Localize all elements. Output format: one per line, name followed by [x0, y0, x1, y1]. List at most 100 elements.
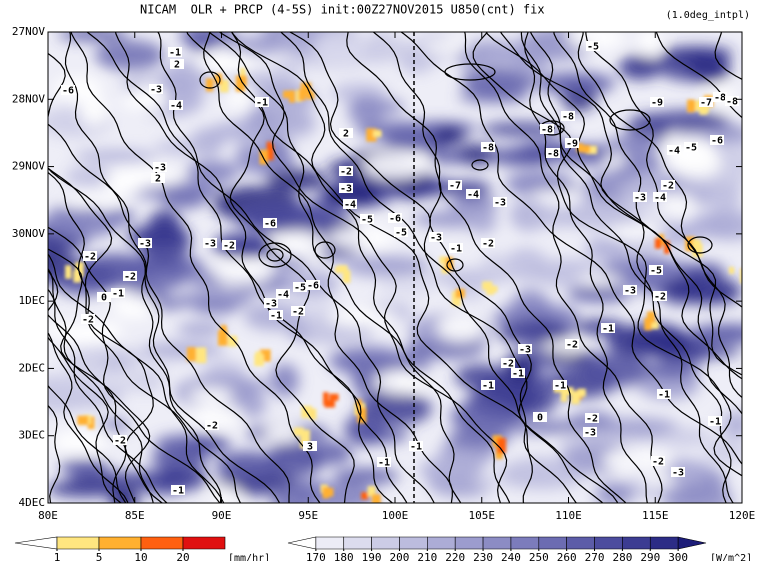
contour-line — [70, 32, 321, 503]
contour-label: -5 — [650, 266, 662, 277]
contour-label: -1 — [450, 244, 462, 255]
olr-blob — [450, 400, 520, 434]
colorbar-tick-label: 290 — [640, 551, 660, 561]
contour-line — [48, 267, 154, 503]
contour-label-bg — [501, 358, 515, 368]
contour-label-bg — [601, 323, 615, 333]
olr-clear — [213, 261, 272, 285]
precip-cell — [77, 415, 89, 425]
colorbar-segment — [622, 536, 651, 550]
y-tick-label: 27NOV — [12, 25, 45, 38]
olr-blob — [660, 276, 742, 304]
contour-line — [48, 52, 164, 503]
precip-cell — [283, 90, 293, 99]
contour-label-bg — [651, 456, 665, 466]
precip-cell — [65, 265, 72, 279]
contour-label: -2 — [566, 340, 578, 351]
colorbar-segment — [287, 536, 317, 550]
contour-label-bg — [151, 173, 165, 183]
olr-blob — [704, 438, 742, 465]
contour-line — [520, 32, 735, 503]
contour-label-bg — [466, 189, 480, 199]
contour-label-bg — [708, 416, 722, 426]
contour-label: -5 — [587, 42, 599, 53]
contour-label: -3 — [584, 428, 596, 439]
colorbar-tick-label: 250 — [529, 551, 549, 561]
colorbar-tick-label: 180 — [334, 551, 354, 561]
olr-blob — [647, 110, 729, 129]
contour-label-bg — [633, 192, 647, 202]
contour-label: -7 — [449, 181, 461, 192]
precip-cell — [566, 387, 574, 396]
contour-label: -4 — [668, 146, 680, 157]
contour-labels: -12-5-6 -3-4 -12-7 -8-9 -8-8-8-9-8-8-32-2-3-… — [61, 41, 739, 497]
olr-blob — [688, 55, 731, 83]
precip-cell — [235, 75, 245, 92]
olr-blob — [501, 419, 585, 434]
olr-blob — [466, 206, 498, 234]
contour-label-bg — [170, 59, 184, 69]
x-tick-label: 90E — [212, 509, 232, 522]
olr-blob — [185, 439, 229, 454]
contour-label: -8 — [541, 125, 553, 136]
contour-label-bg — [293, 282, 307, 292]
contour-loop — [687, 236, 713, 254]
precip-cell — [215, 73, 222, 85]
contour-line — [218, 32, 508, 503]
precip-cell — [455, 288, 465, 299]
olr-blob — [461, 68, 536, 96]
precip-cell — [367, 486, 376, 497]
contour-label: -4 — [467, 190, 479, 201]
precip-cell — [571, 391, 580, 405]
colorbar-segment — [594, 536, 623, 550]
precip-cell — [337, 265, 348, 273]
contour-label-bg — [586, 41, 600, 51]
precip-cell — [186, 347, 196, 362]
contour-line — [231, 32, 533, 503]
y-tick-label: 28NOV — [12, 92, 45, 105]
contour-label: -2 — [223, 241, 235, 252]
contour-label-bg — [303, 441, 317, 451]
contour-label-bg — [61, 85, 75, 95]
contour-label-bg — [111, 288, 125, 298]
contour-label: -6 — [264, 219, 276, 230]
olr-clear — [116, 168, 183, 188]
contour-label: -2 — [654, 292, 666, 303]
contour-label: -3 — [340, 184, 352, 195]
olr-blob — [599, 417, 680, 439]
colorbar-tick-label: 230 — [473, 551, 493, 561]
x-tick-label: 120E — [729, 509, 756, 522]
contour-label: -1 — [378, 458, 390, 469]
olr-clear — [608, 224, 667, 241]
olr-blob — [643, 360, 699, 379]
x-tick-label: 85E — [125, 509, 145, 522]
olr-blob — [100, 355, 133, 370]
precip-cell — [373, 130, 382, 138]
contour-label-bg — [481, 380, 495, 390]
contour-label-bg — [725, 96, 739, 106]
olr-blob — [721, 410, 742, 439]
contour-label: -4 — [170, 101, 182, 112]
contour-label: -1 — [658, 390, 670, 401]
contour-label: -8 — [726, 97, 738, 108]
contour-line — [203, 32, 453, 503]
colorbars: 1 5 10 20 [mm/hr] 170 180 190 200 210 220 230 240 250… — [14, 536, 752, 564]
contour-label-bg — [699, 97, 713, 107]
olr-clear — [113, 293, 156, 319]
olr-blob — [535, 72, 616, 96]
precip-cell — [74, 262, 84, 277]
olr-blob — [57, 32, 128, 41]
precip-cell — [267, 144, 274, 161]
olr-blob — [708, 183, 741, 216]
contour-line — [464, 32, 663, 503]
colorbar-tick-label: 200 — [390, 551, 410, 561]
colorbar-tick-label: 270 — [585, 551, 605, 561]
contour-line — [577, 32, 742, 308]
contour-label: -6 — [711, 136, 723, 147]
contour-label-bg — [339, 183, 353, 193]
olr-blob — [312, 32, 364, 66]
contour-line — [485, 32, 742, 380]
precip-cell — [219, 79, 229, 93]
contour-label-bg — [339, 128, 353, 138]
contour-label: -9 — [566, 139, 578, 150]
